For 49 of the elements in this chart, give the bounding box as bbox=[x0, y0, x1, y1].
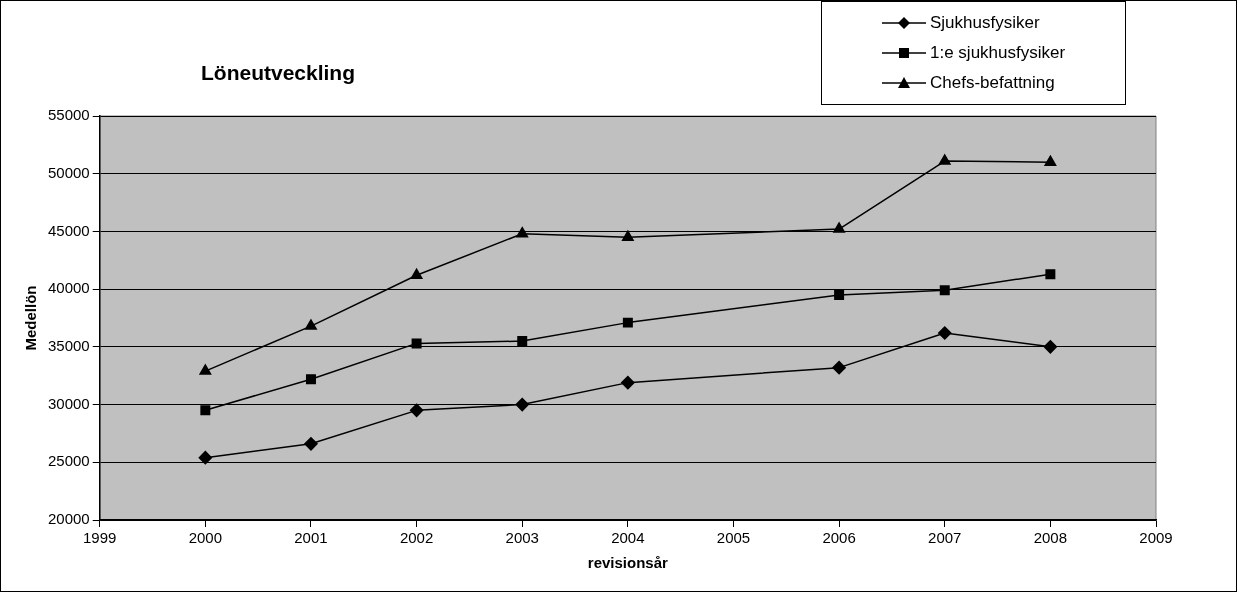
y-tick-label: 55000 bbox=[47, 106, 90, 124]
y-tick-label: 30000 bbox=[47, 394, 90, 412]
point bbox=[199, 364, 212, 375]
point bbox=[938, 154, 951, 165]
point bbox=[198, 450, 213, 465]
x-tick-label: 2008 bbox=[1033, 529, 1068, 547]
point bbox=[834, 289, 845, 300]
x-tick-label: 1999 bbox=[83, 529, 117, 547]
legend-label: 1:e sjukhusfysiker bbox=[930, 43, 1066, 63]
point bbox=[832, 360, 846, 375]
y-tick-label: 25000 bbox=[47, 452, 90, 470]
x-tick-label: 2002 bbox=[399, 529, 434, 547]
y-tick-label: 35000 bbox=[47, 337, 90, 354]
point bbox=[411, 338, 422, 349]
point bbox=[1045, 269, 1056, 280]
x-tick-label: 2009 bbox=[1139, 529, 1173, 547]
point bbox=[304, 437, 318, 451]
point bbox=[515, 397, 529, 412]
point bbox=[937, 326, 952, 340]
point bbox=[1044, 155, 1057, 166]
x-tick-label: 2004 bbox=[611, 529, 645, 547]
x-tick-label: 2005 bbox=[716, 529, 751, 547]
y-tick-label: 45000 bbox=[47, 221, 90, 239]
y-tick-label: 20000 bbox=[47, 510, 90, 528]
point bbox=[833, 222, 846, 233]
x-tick-label: 2006 bbox=[822, 529, 856, 547]
point bbox=[200, 405, 211, 416]
x-tick-label: 2007 bbox=[928, 529, 962, 547]
y-axis-title: Medellön bbox=[22, 285, 40, 351]
point bbox=[517, 336, 528, 347]
point bbox=[409, 403, 424, 418]
legend-label: Sjukhusfysiker bbox=[930, 13, 1040, 33]
y-tick-label: 50000 bbox=[47, 163, 90, 181]
chart-title: Löneutveckling bbox=[201, 61, 356, 85]
point bbox=[305, 319, 317, 330]
y-tick-label: 40000 bbox=[47, 279, 90, 297]
x-tick-label: 2001 bbox=[294, 529, 328, 547]
x-tick-label: 2003 bbox=[505, 529, 539, 547]
point bbox=[305, 374, 316, 385]
point bbox=[622, 317, 633, 328]
point bbox=[621, 230, 634, 241]
x-axis-title: revisionsår bbox=[587, 554, 669, 572]
point bbox=[1043, 340, 1058, 354]
point bbox=[939, 285, 950, 296]
legend-label: Chefs-befattning bbox=[930, 73, 1055, 93]
x-tick-label: 2000 bbox=[188, 529, 223, 547]
point bbox=[410, 268, 423, 280]
point bbox=[516, 226, 529, 238]
point bbox=[621, 375, 635, 390]
